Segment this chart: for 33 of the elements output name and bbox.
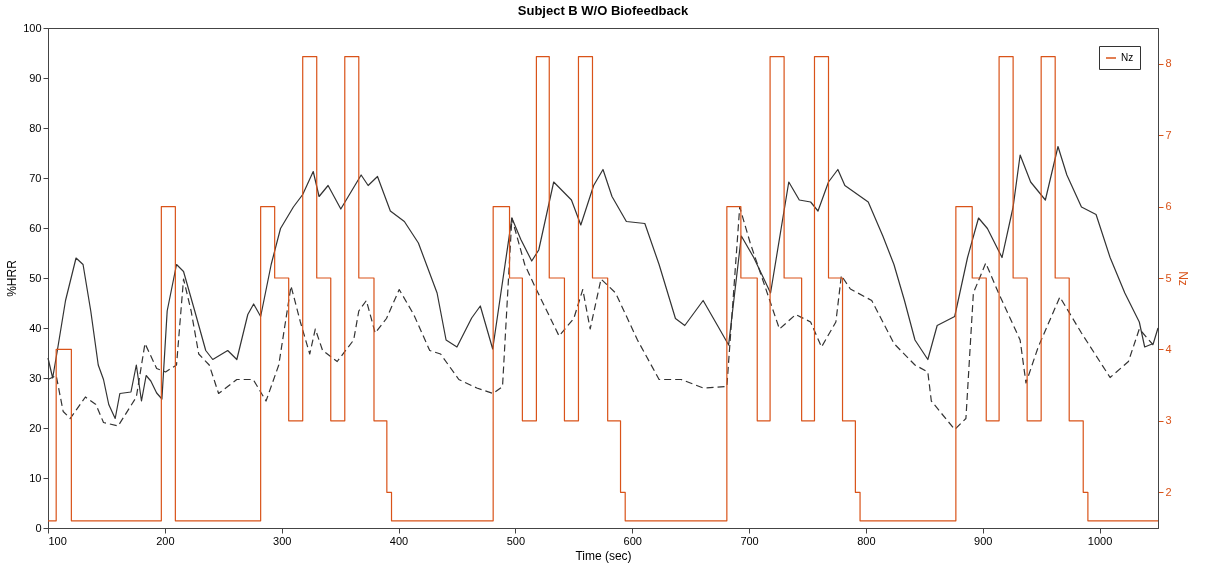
y-tick-label: 60 [29,221,42,234]
y2-axis-title: Nz [1175,271,1190,286]
x-tick-label: 600 [623,534,642,547]
y2-tick-label: 3 [1165,414,1172,427]
y-axis-title: %HRR [5,259,20,297]
x-tick-label: 700 [740,534,759,547]
y-tick-label: 30 [29,371,42,384]
y-tick-label: 40 [29,321,42,334]
y-tick-label: 20 [29,421,42,434]
x-axis-title: Time (sec) [575,548,632,563]
x-tick-label: 500 [506,534,526,547]
y-tick-label: 80 [29,121,42,134]
y2-tick-label: 8 [1165,57,1172,70]
y2-tick-label: 2 [1165,485,1172,498]
chart-title: Subject B W/O Biofeedback [517,3,689,18]
x-tick-label: 1000 [1087,534,1113,547]
y-tick-label: 100 [23,21,42,34]
x-tick-label: 800 [857,534,876,547]
x-tick-label: 900 [974,534,993,547]
y-tick-label: 90 [29,71,42,84]
y-tick-label: 0 [35,521,42,534]
x-tick-label: 400 [389,534,409,547]
y-tick-label: 50 [29,271,42,284]
y-tick-label: 70 [29,171,42,184]
x-tick-label: 300 [273,534,292,547]
x-tick-label: 200 [156,534,175,547]
y2-tick-label: 6 [1165,200,1172,213]
y2-tick-label: 4 [1165,342,1172,355]
legend-label: Nz [1121,52,1134,63]
y-tick-label: 10 [29,471,42,484]
y2-tick-label: 5 [1165,271,1172,284]
y2-tick-label: 7 [1165,128,1172,141]
x-tick-label: 100 [48,534,67,547]
